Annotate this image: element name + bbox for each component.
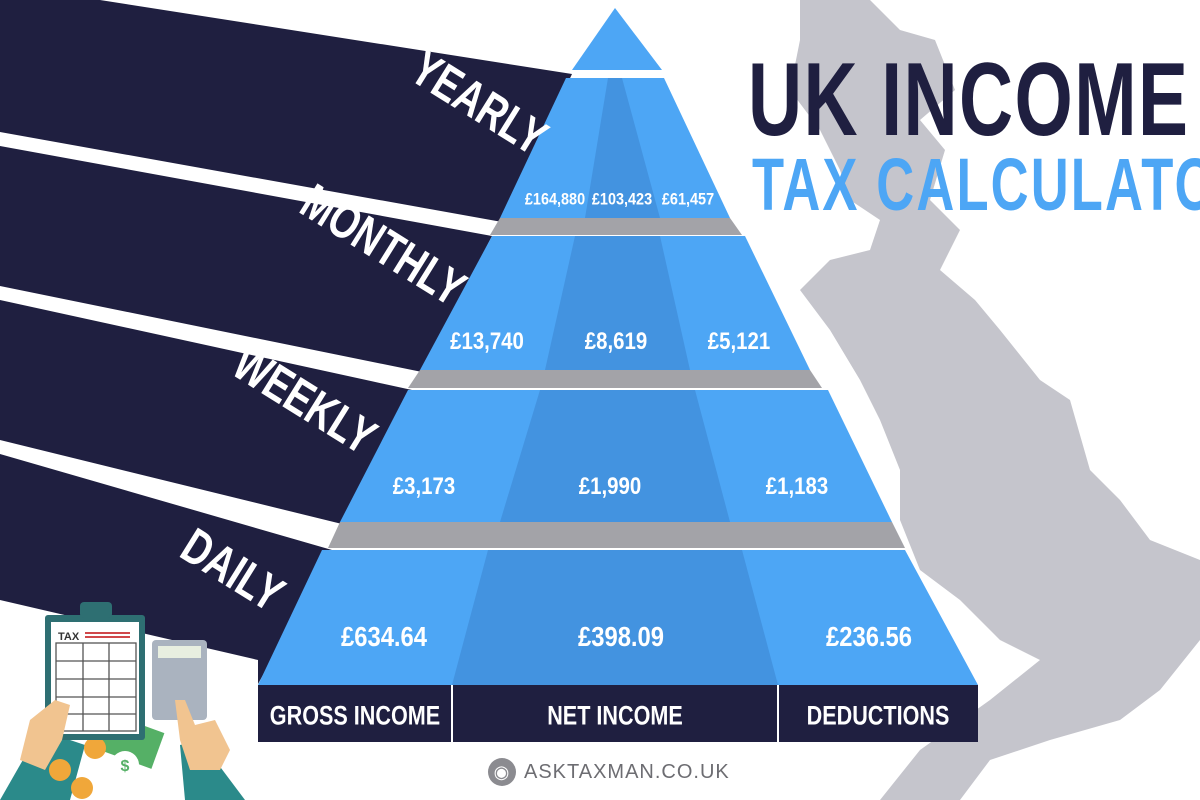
column-label-net-income: NET INCOME xyxy=(547,700,683,731)
slab xyxy=(490,218,742,235)
yearly-gross: £164,880 xyxy=(524,189,586,209)
tier-daily-center xyxy=(452,550,778,685)
slab xyxy=(328,522,905,548)
weekly-deductions: £1,183 xyxy=(765,473,829,500)
daily-deductions: £236.56 xyxy=(825,621,913,652)
tier-yearly-center xyxy=(585,78,660,218)
pyramid-cap xyxy=(572,8,662,70)
title-line1: UK INCOME xyxy=(748,42,1190,158)
slab xyxy=(408,370,822,388)
weekly-net: £1,990 xyxy=(578,473,642,500)
weekly-gross: £3,173 xyxy=(392,473,456,500)
monthly-gross: £13,740 xyxy=(450,328,524,355)
band-daily xyxy=(0,454,332,684)
svg-text:TAX: TAX xyxy=(58,631,80,643)
tier-monthly-center xyxy=(545,236,690,370)
yearly-net: £103,423 xyxy=(591,189,653,209)
tier-weekly-center xyxy=(500,390,730,522)
column-label-gross-income: GROSS INCOME xyxy=(269,700,441,731)
column-footer-bar xyxy=(258,685,978,742)
daily-gross: £634.64 xyxy=(340,621,428,652)
yearly-deductions: £61,457 xyxy=(661,189,715,209)
column-label-deductions: DEDUCTIONS xyxy=(806,700,950,731)
daily-net: £398.09 xyxy=(577,621,665,652)
uk-map xyxy=(790,0,1200,800)
tax-calculator-illustration: $ TAX xyxy=(0,602,245,800)
website-link[interactable]: ◉ ASKTAXMAN.CO.UK xyxy=(488,757,730,787)
svg-text:$: $ xyxy=(121,758,130,775)
band-yearly xyxy=(0,0,572,222)
band-monthly xyxy=(0,146,492,372)
band-weekly xyxy=(0,300,412,524)
monthly-net: £8,619 xyxy=(584,328,648,355)
website-text: ASKTAXMAN.CO.UK xyxy=(524,760,730,783)
globe-icon: ◉ xyxy=(488,758,516,786)
monthly-deductions: £5,121 xyxy=(707,328,771,355)
title-line2: TAX CALCULATOR xyxy=(752,143,1200,226)
